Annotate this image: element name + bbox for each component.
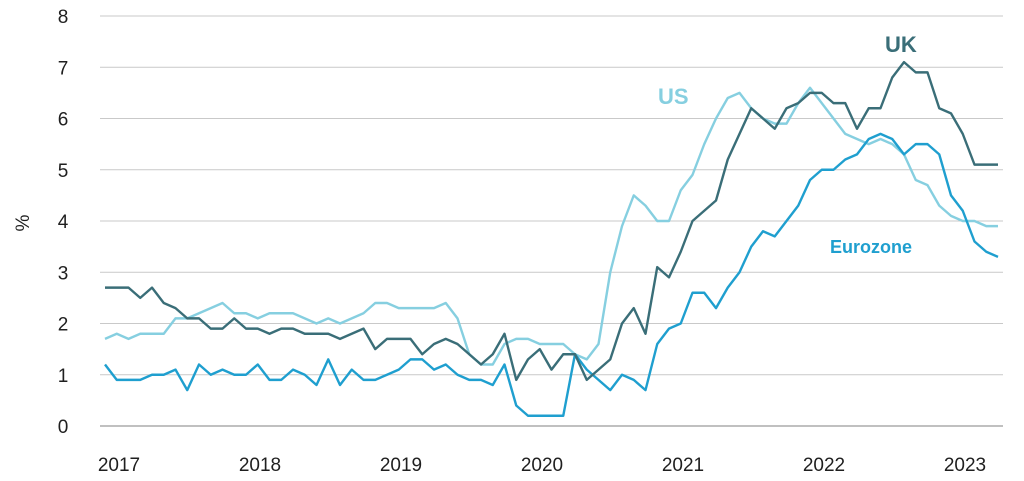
- series-line-uk: [105, 60, 998, 382]
- series-line-us: [104, 86, 998, 366]
- series-label-uk: UK: [885, 32, 917, 57]
- series-lines: [104, 60, 999, 417]
- x-tick-label: 2020: [521, 455, 563, 476]
- x-tick-label: 2021: [662, 455, 704, 476]
- y-tick-label: 6: [58, 110, 69, 131]
- gridlines: [100, 15, 1003, 427]
- y-axis-ticks: 0 1 2 3 4 5 6 7 8: [58, 7, 69, 438]
- x-tick-label: 2017: [98, 455, 140, 476]
- series-line-eurozone: [104, 132, 999, 417]
- y-tick-label: 5: [58, 161, 69, 182]
- y-axis-label: %: [13, 214, 34, 231]
- y-tick-label: 1: [58, 366, 69, 387]
- y-tick-label: 8: [58, 7, 69, 28]
- series-label-us: US: [658, 84, 689, 109]
- y-tick-label: 3: [58, 263, 69, 284]
- x-tick-label: 2022: [803, 455, 845, 476]
- x-tick-label: 2019: [380, 455, 422, 476]
- y-tick-label: 2: [58, 315, 69, 336]
- series-label-eurozone: Eurozone: [830, 237, 912, 257]
- x-tick-label: 2018: [239, 455, 281, 476]
- y-tick-label: 0: [58, 417, 69, 438]
- y-tick-label: 4: [58, 212, 69, 233]
- y-tick-label: 7: [58, 58, 69, 79]
- x-tick-label: 2023: [944, 455, 986, 476]
- x-axis-ticks: 2017 2018 2019 2020 2021 2022 2023: [98, 455, 986, 476]
